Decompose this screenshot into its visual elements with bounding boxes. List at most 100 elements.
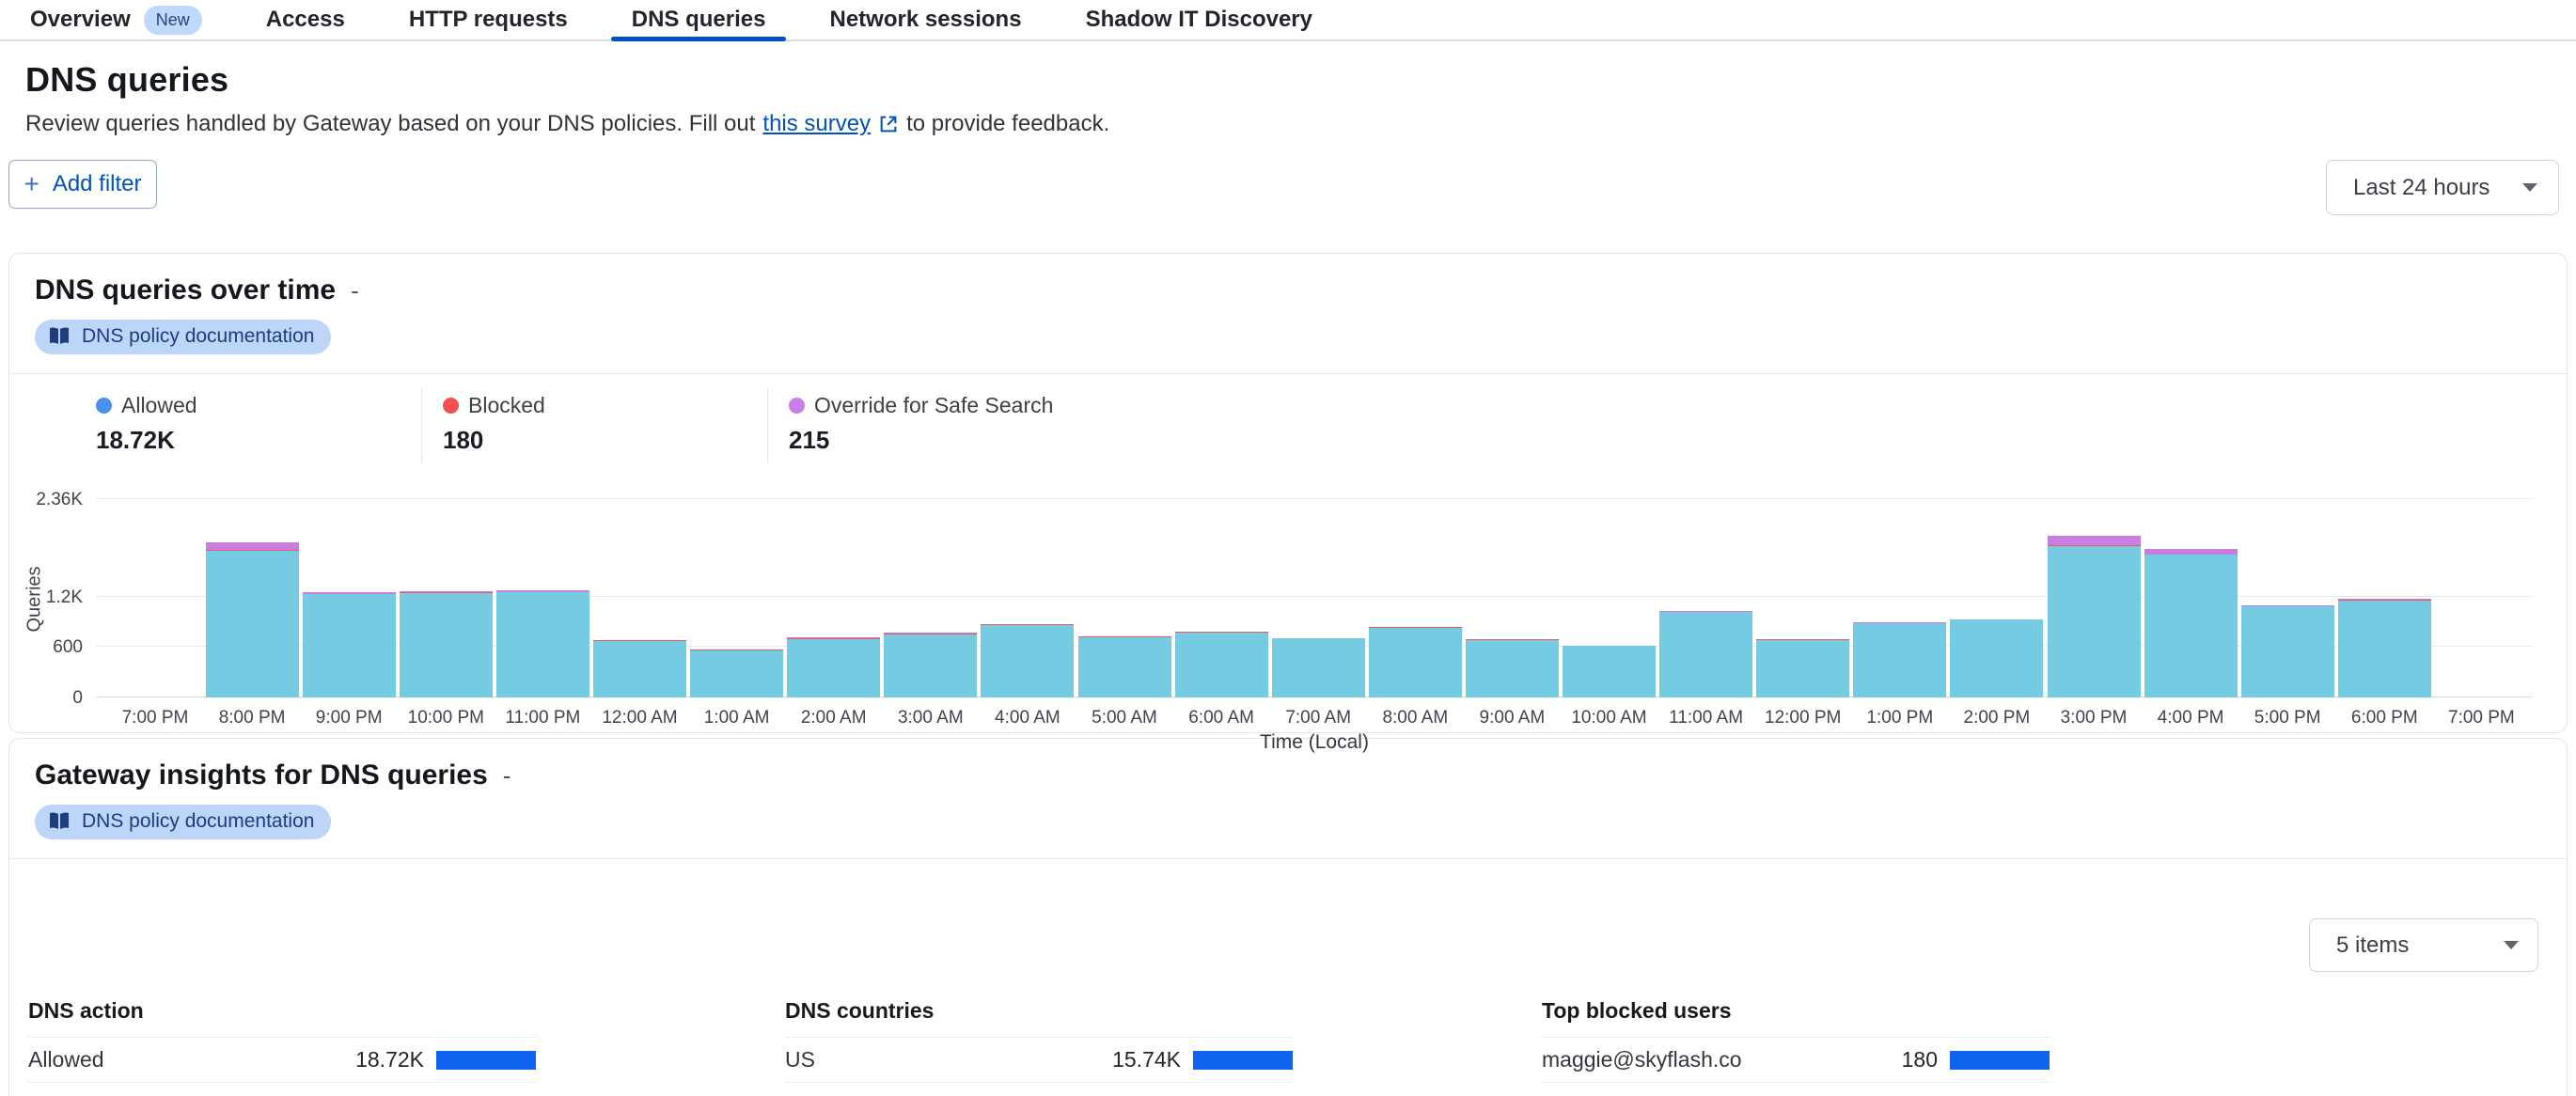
- add-filter-label: Add filter: [52, 171, 142, 196]
- chart-bar-200AM: [787, 637, 881, 697]
- bar-segment-blocked: [2337, 599, 2431, 601]
- plus-icon: +: [24, 169, 39, 198]
- bar-segment-override: [2337, 599, 2431, 600]
- y-tick-label: 1.2K: [45, 587, 83, 607]
- x-tick-label: 2:00 AM: [800, 708, 867, 728]
- insights-columns: DNS action Allowed 18.72K Override for Safe…: [9, 972, 2567, 1096]
- collapse-toggle[interactable]: -: [502, 760, 511, 790]
- insight-column: DNS action Allowed 18.72K Override for Safe…: [28, 998, 785, 1096]
- insight-column: DNS countries US 15.74K IE6.32K: [785, 998, 1542, 1096]
- bar-segment-override: [399, 590, 493, 592]
- legend-value: 215: [789, 426, 830, 454]
- bar-segment-override: [2240, 604, 2334, 607]
- x-tick-label: 3:00 AM: [897, 708, 964, 728]
- chart-bar-500PM: [2240, 604, 2334, 697]
- bar-segment-override: [2144, 549, 2238, 555]
- x-tick-label: 6:00 PM: [2350, 708, 2418, 728]
- chart-bar-100AM: [690, 649, 784, 697]
- external-link-icon: [878, 114, 899, 134]
- legend-dot-icon: [443, 398, 459, 414]
- chart-legend: Allowed 18.72K Blocked 180 Override for Safe…: [75, 387, 2567, 464]
- chart-bar-900PM: [302, 592, 396, 697]
- card2-divider: [9, 858, 2567, 859]
- gridline-2.36K: [96, 498, 2533, 499]
- page-title: DNS queries: [25, 60, 229, 99]
- bar-segment-override: [2047, 536, 2141, 546]
- tab-label: Access: [265, 7, 345, 32]
- bar-segment-blocked: [399, 591, 493, 593]
- description-text: Review queries handled by Gateway based …: [25, 111, 756, 136]
- insight-row-value: 18.72K: [355, 1047, 424, 1072]
- add-filter-button[interactable]: + Add filter: [8, 160, 157, 209]
- bar-segment-allowed: [690, 650, 784, 697]
- insight-row-label: Override for Safe Search: [28, 1092, 334, 1096]
- x-tick-label: 8:00 AM: [1382, 708, 1449, 728]
- legend-value: 180: [443, 426, 484, 454]
- chart-plot: [96, 498, 2533, 697]
- x-tick-label: 4:00 AM: [995, 708, 1060, 728]
- dns-policy-doc-badge[interactable]: DNS policy documentation: [35, 805, 332, 839]
- insight-row: Allowed 18.72K: [28, 1038, 536, 1083]
- bar-segment-blocked: [787, 637, 881, 639]
- tab-label: HTTP requests: [408, 7, 568, 32]
- chart-bar-600PM: [2337, 599, 2431, 697]
- x-tick-label: 11:00 AM: [1669, 708, 1744, 728]
- tab-dns-queries[interactable]: DNS queries: [610, 0, 787, 41]
- card1-title: DNS queries over time: [35, 274, 337, 305]
- x-tick-label: 6:00 AM: [1188, 708, 1254, 728]
- bar-segment-override: [495, 589, 589, 592]
- legend-dot-icon: [96, 398, 112, 414]
- tab-overview[interactable]: Overview New: [30, 0, 202, 39]
- chevron-down-icon: [2522, 183, 2537, 192]
- tab-shadow-it-discovery[interactable]: Shadow IT Discovery: [1086, 0, 1312, 39]
- tab-access[interactable]: Access: [266, 0, 345, 39]
- x-tick-label: 7:00 PM: [2448, 708, 2515, 728]
- insight-column: Top blocked users maggie@skyflash.co 180: [1542, 998, 2299, 1096]
- bar-segment-allowed: [1271, 638, 1365, 697]
- tab-network-sessions[interactable]: Network sessions: [829, 0, 1021, 39]
- insight-row-bar: [1193, 1050, 1293, 1070]
- insights-controls: 5 items: [9, 859, 2567, 972]
- insight-row-label: Allowed: [28, 1047, 104, 1072]
- bar-segment-blocked: [1077, 636, 1171, 637]
- chevron-down-icon: [2504, 941, 2519, 949]
- x-tick-label: 9:00 AM: [1479, 708, 1546, 728]
- time-range-value: Last 24 hours: [2353, 174, 2490, 200]
- x-tick-label: 4:00 PM: [2157, 708, 2224, 728]
- chart-bar-1100AM: [1659, 611, 1753, 697]
- x-tick-label: 5:00 AM: [1092, 708, 1157, 728]
- bar-segment-allowed: [2144, 555, 2238, 697]
- insight-row-label: US: [785, 1047, 815, 1072]
- dns-queries-over-time-card: DNS queries over time - DNS policy docum…: [8, 253, 2568, 753]
- bar-segment-allowed: [787, 638, 881, 697]
- chart-bar-1000AM: [1563, 645, 1656, 697]
- dns-policy-doc-badge[interactable]: DNS policy documentation: [35, 320, 332, 354]
- time-range-select[interactable]: Last 24 hours: [2326, 160, 2559, 215]
- survey-link[interactable]: this survey: [762, 111, 872, 136]
- dns-queries-chart: Queries Time (Local) 2.36K 1.2K 600 0 7:00 P…: [9, 478, 2567, 753]
- chart-bar-600AM: [1174, 631, 1268, 697]
- bar-segment-allowed: [399, 592, 493, 697]
- x-tick-label: 12:00 AM: [602, 708, 678, 728]
- legend-item: Override for Safe Search 215: [767, 387, 1113, 464]
- bar-segment-blocked: [981, 624, 1075, 626]
- legend-dot-icon: [789, 398, 805, 414]
- card1-divider: [9, 373, 2567, 374]
- legend-item: Allowed 18.72K: [75, 387, 421, 464]
- x-tick-label: 7:00 AM: [1285, 708, 1352, 728]
- insight-bar-fill: [436, 1050, 536, 1070]
- items-count-select[interactable]: 5 items: [2309, 918, 2538, 972]
- insight-row: US 15.74K: [785, 1038, 1293, 1083]
- bar-segment-allowed: [2337, 600, 2431, 697]
- tab-http-requests[interactable]: HTTP requests: [409, 0, 568, 39]
- collapse-toggle[interactable]: -: [351, 275, 359, 305]
- insight-row: IE6.32K: [785, 1083, 1293, 1096]
- x-tick-label: 2:00 PM: [1963, 708, 2031, 728]
- bar-segment-blocked: [593, 640, 686, 642]
- bar-segment-blocked: [1174, 632, 1268, 633]
- bar-segment-blocked: [1659, 611, 1753, 613]
- bar-segment-blocked: [302, 593, 396, 595]
- chart-bar-100PM: [1853, 622, 1947, 697]
- tab-label: Shadow IT Discovery: [1085, 7, 1312, 32]
